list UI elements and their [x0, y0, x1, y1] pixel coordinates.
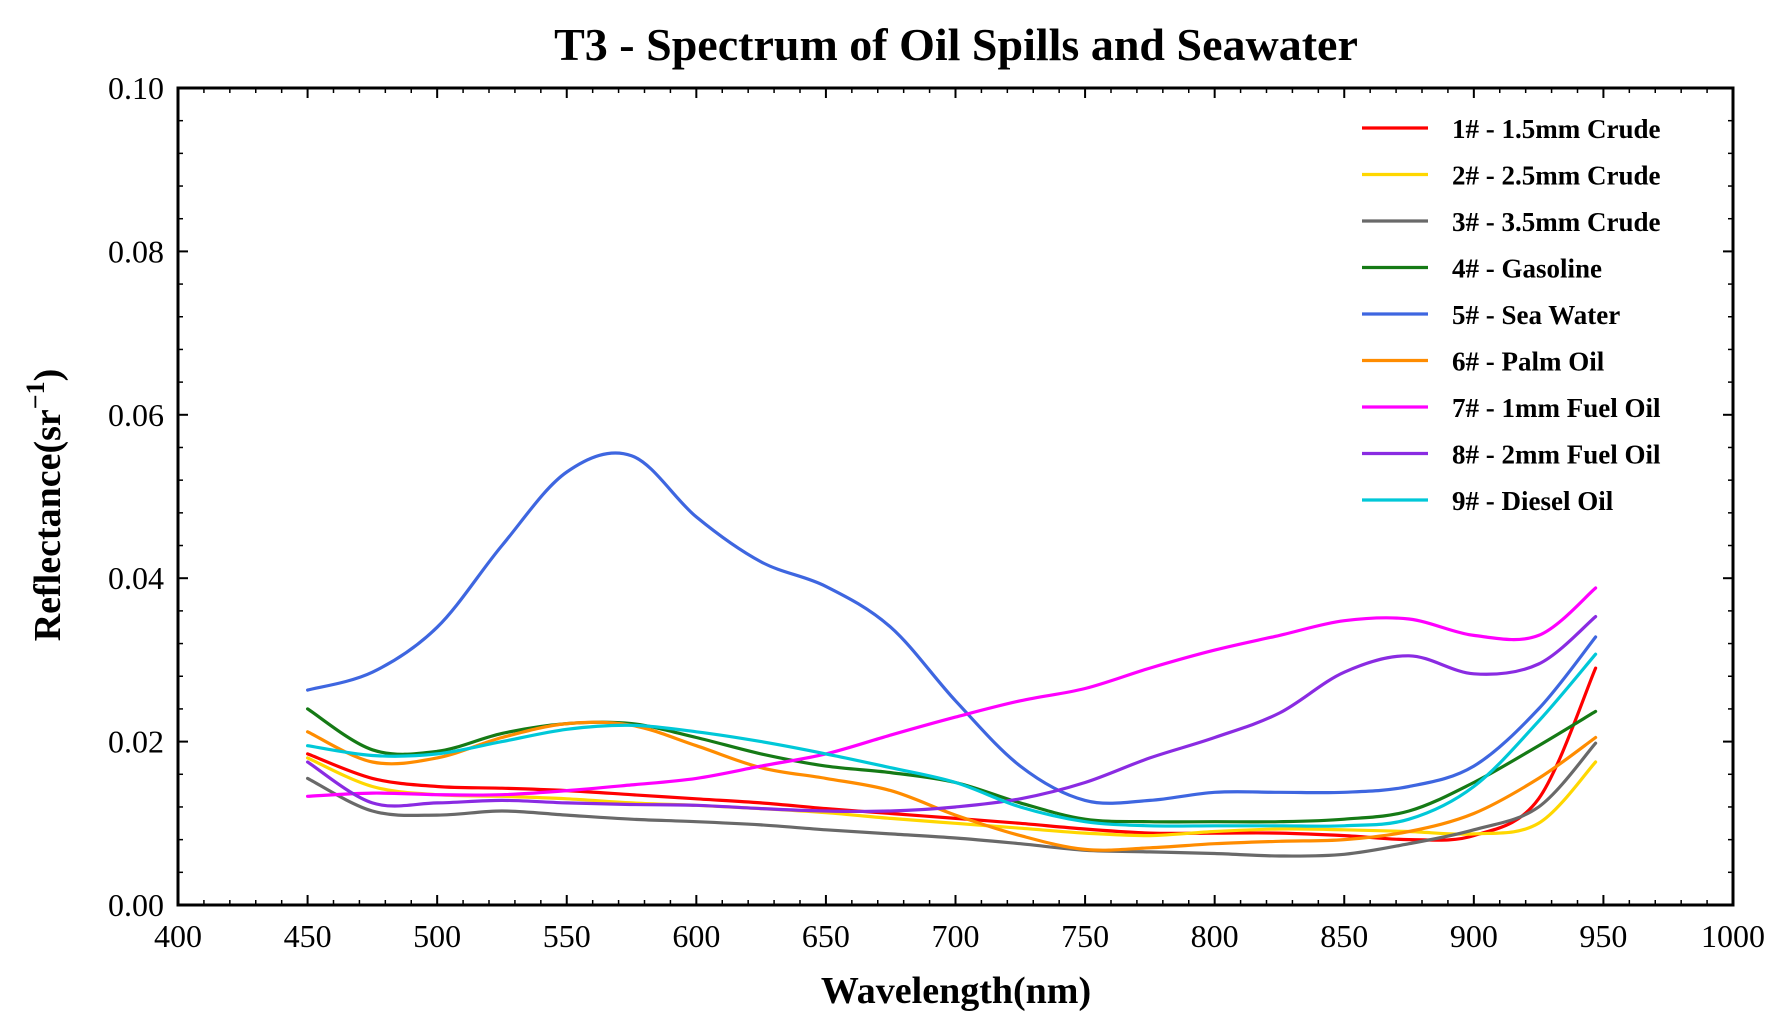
legend-label-8: 8# - 2mm Fuel Oil	[1452, 440, 1661, 470]
x-tick-label: 800	[1191, 918, 1239, 954]
y-tick-label: 0.04	[108, 560, 164, 596]
x-tick-label: 850	[1320, 918, 1368, 954]
legend-label-4: 4# - Gasoline	[1452, 254, 1602, 284]
series-line-4	[306, 707, 1598, 824]
series-line-3	[306, 741, 1598, 858]
y-axis: 0.00 0.02 0.04 0.06 0.08 0.10	[108, 70, 1733, 923]
y-axis-label-superscript: −1	[21, 381, 50, 409]
x-tick-label: 450	[284, 918, 332, 954]
y-tick-label: 0.06	[108, 397, 164, 433]
x-tick-label: 750	[1061, 918, 1109, 954]
chart-title: T3 - Spectrum of Oil Spills and Seawater	[554, 19, 1358, 70]
x-tick-label: 550	[543, 918, 591, 954]
x-tick-label: 900	[1450, 918, 1498, 954]
series-line-9	[306, 652, 1598, 828]
legend-label-6: 6# - Palm Oil	[1452, 347, 1605, 377]
x-tick-label: 700	[932, 918, 980, 954]
legend-label-7: 7# - 1mm Fuel Oil	[1452, 393, 1661, 423]
y-axis-label-close: )	[27, 369, 69, 382]
series-line-8	[306, 615, 1598, 814]
x-tick-label: 650	[802, 918, 850, 954]
x-axis-label: Wavelength(nm)	[821, 970, 1091, 1012]
legend-label-5: 5# - Sea Water	[1452, 300, 1620, 330]
legend-label-1: 1# - 1.5mm Crude	[1452, 114, 1660, 144]
legend-label-9: 9# - Diesel Oil	[1452, 486, 1614, 516]
x-axis: 400 450 500 550 600 650 700 750 800 850 900 950 1000	[154, 88, 1765, 954]
x-tick-label: 600	[672, 918, 720, 954]
y-tick-label: 0.00	[108, 887, 164, 923]
plot-area: 400 450 500 550 600 650 700 750 800 850 900 950 1000…	[108, 70, 1765, 954]
series-lines	[306, 451, 1598, 858]
series-line-2	[306, 756, 1598, 838]
series-line-6	[306, 720, 1598, 852]
y-tick-label: 0.10	[108, 70, 164, 106]
x-tick-label: 950	[1579, 918, 1627, 954]
y-axis-label: Reflectance(sr−1)	[21, 369, 69, 642]
y-tick-label: 0.02	[108, 724, 164, 760]
series-line-7	[306, 586, 1598, 798]
y-axis-label-text: Reflectance(sr	[27, 409, 69, 641]
x-tick-label: 500	[413, 918, 461, 954]
series-line-5	[306, 451, 1598, 805]
legend-label-3: 3# - 3.5mm Crude	[1452, 207, 1660, 237]
x-tick-label: 400	[154, 918, 202, 954]
x-tick-label: 1000	[1701, 918, 1765, 954]
legend: 1# - 1.5mm Crude 2# - 2.5mm Crude 3# - 3.5…	[1362, 114, 1661, 516]
series-line-1	[306, 666, 1598, 842]
y-tick-label: 0.08	[108, 233, 164, 269]
legend-label-2: 2# - 2.5mm Crude	[1452, 161, 1660, 191]
